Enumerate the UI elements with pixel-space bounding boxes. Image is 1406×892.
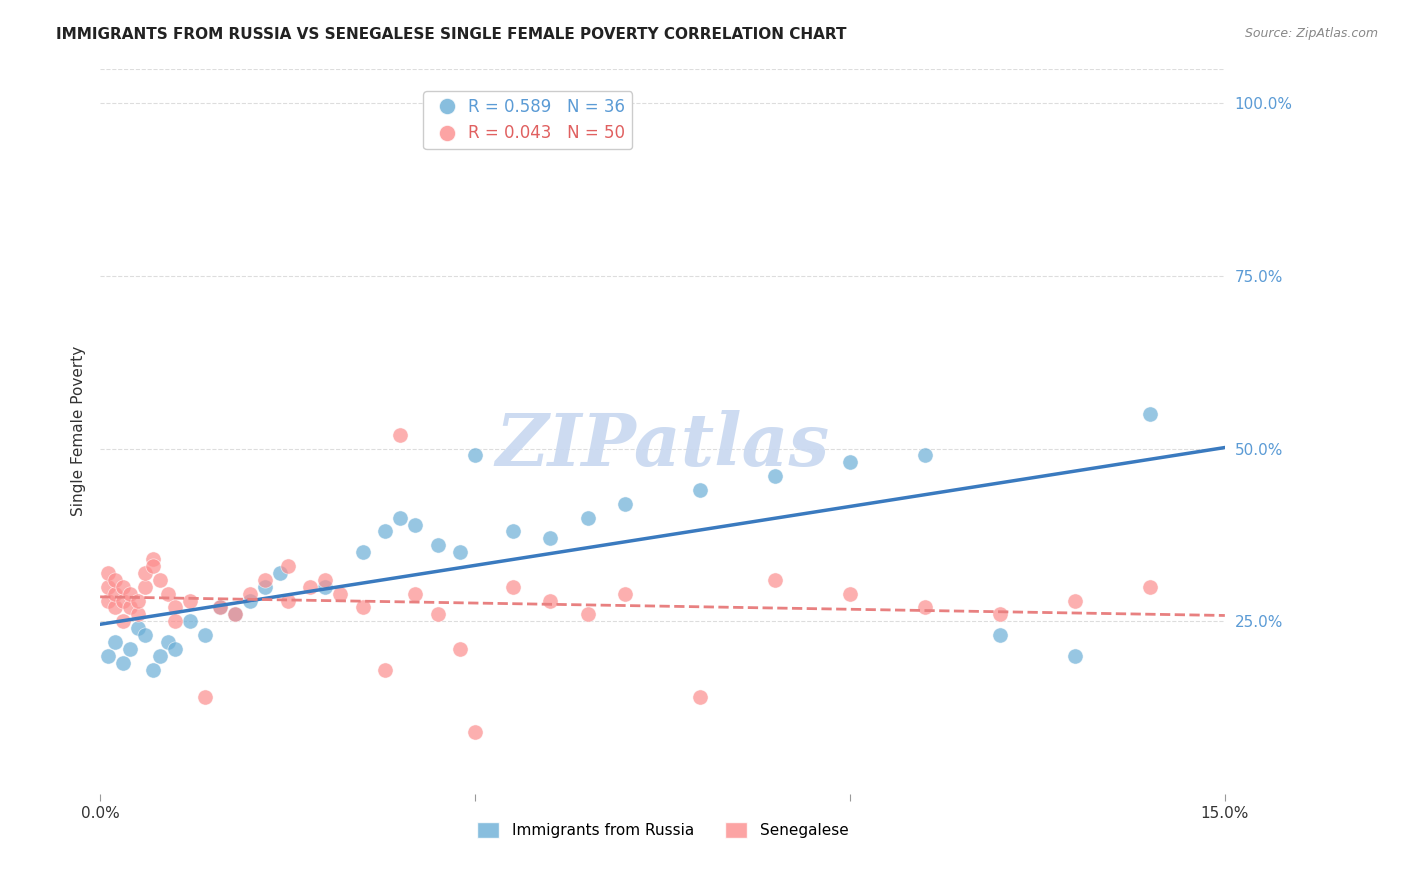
Point <box>1139 580 1161 594</box>
Point <box>763 469 786 483</box>
Point <box>104 635 127 649</box>
Point <box>449 545 471 559</box>
Point <box>165 600 187 615</box>
Point <box>464 724 486 739</box>
Point <box>839 587 862 601</box>
Point <box>277 593 299 607</box>
Point <box>111 593 134 607</box>
Point <box>614 497 637 511</box>
Point <box>426 607 449 622</box>
Point <box>104 573 127 587</box>
Point <box>374 663 396 677</box>
Point <box>763 573 786 587</box>
Point <box>352 545 374 559</box>
Point <box>224 607 246 622</box>
Point <box>329 587 352 601</box>
Point <box>689 483 711 497</box>
Y-axis label: Single Female Poverty: Single Female Poverty <box>72 346 86 516</box>
Point <box>111 614 134 628</box>
Point <box>134 566 156 580</box>
Point <box>120 641 142 656</box>
Point <box>127 593 149 607</box>
Point <box>156 587 179 601</box>
Point <box>104 587 127 601</box>
Point <box>614 587 637 601</box>
Text: IMMIGRANTS FROM RUSSIA VS SENEGALESE SINGLE FEMALE POVERTY CORRELATION CHART: IMMIGRANTS FROM RUSSIA VS SENEGALESE SIN… <box>56 27 846 42</box>
Point <box>179 593 201 607</box>
Point <box>134 580 156 594</box>
Point <box>149 573 172 587</box>
Point <box>914 449 936 463</box>
Point <box>389 427 412 442</box>
Point <box>502 580 524 594</box>
Point <box>576 607 599 622</box>
Point <box>254 580 277 594</box>
Point <box>239 587 262 601</box>
Point <box>97 593 120 607</box>
Point <box>194 628 217 642</box>
Point <box>209 600 232 615</box>
Point <box>224 607 246 622</box>
Point <box>404 587 426 601</box>
Point <box>314 573 336 587</box>
Point <box>142 663 165 677</box>
Point <box>165 614 187 628</box>
Point <box>426 538 449 552</box>
Point <box>254 573 277 587</box>
Point <box>127 607 149 622</box>
Text: ZIPatlas: ZIPatlas <box>495 410 830 482</box>
Point <box>988 607 1011 622</box>
Point <box>464 449 486 463</box>
Point <box>142 559 165 574</box>
Point <box>389 510 412 524</box>
Point <box>538 593 561 607</box>
Point <box>914 600 936 615</box>
Point <box>277 559 299 574</box>
Point <box>374 524 396 539</box>
Point <box>97 580 120 594</box>
Point <box>127 621 149 635</box>
Point <box>404 517 426 532</box>
Point <box>299 580 322 594</box>
Point <box>576 510 599 524</box>
Point <box>839 455 862 469</box>
Point <box>352 600 374 615</box>
Point <box>120 600 142 615</box>
Text: Source: ZipAtlas.com: Source: ZipAtlas.com <box>1244 27 1378 40</box>
Point <box>120 587 142 601</box>
Legend: Immigrants from Russia, Senegalese: Immigrants from Russia, Senegalese <box>471 816 855 845</box>
Point <box>179 614 201 628</box>
Point <box>269 566 291 580</box>
Point <box>988 628 1011 642</box>
Point <box>449 641 471 656</box>
Point <box>97 566 120 580</box>
Point <box>97 648 120 663</box>
Point <box>156 635 179 649</box>
Point <box>111 656 134 670</box>
Point <box>538 532 561 546</box>
Point <box>1064 593 1087 607</box>
Point <box>314 580 336 594</box>
Point <box>689 690 711 705</box>
Point <box>194 690 217 705</box>
Point <box>134 628 156 642</box>
Point <box>165 641 187 656</box>
Point <box>1064 648 1087 663</box>
Point <box>209 600 232 615</box>
Point <box>239 593 262 607</box>
Point <box>502 524 524 539</box>
Point <box>1139 407 1161 421</box>
Point <box>149 648 172 663</box>
Point <box>111 580 134 594</box>
Point <box>142 552 165 566</box>
Point <box>104 600 127 615</box>
